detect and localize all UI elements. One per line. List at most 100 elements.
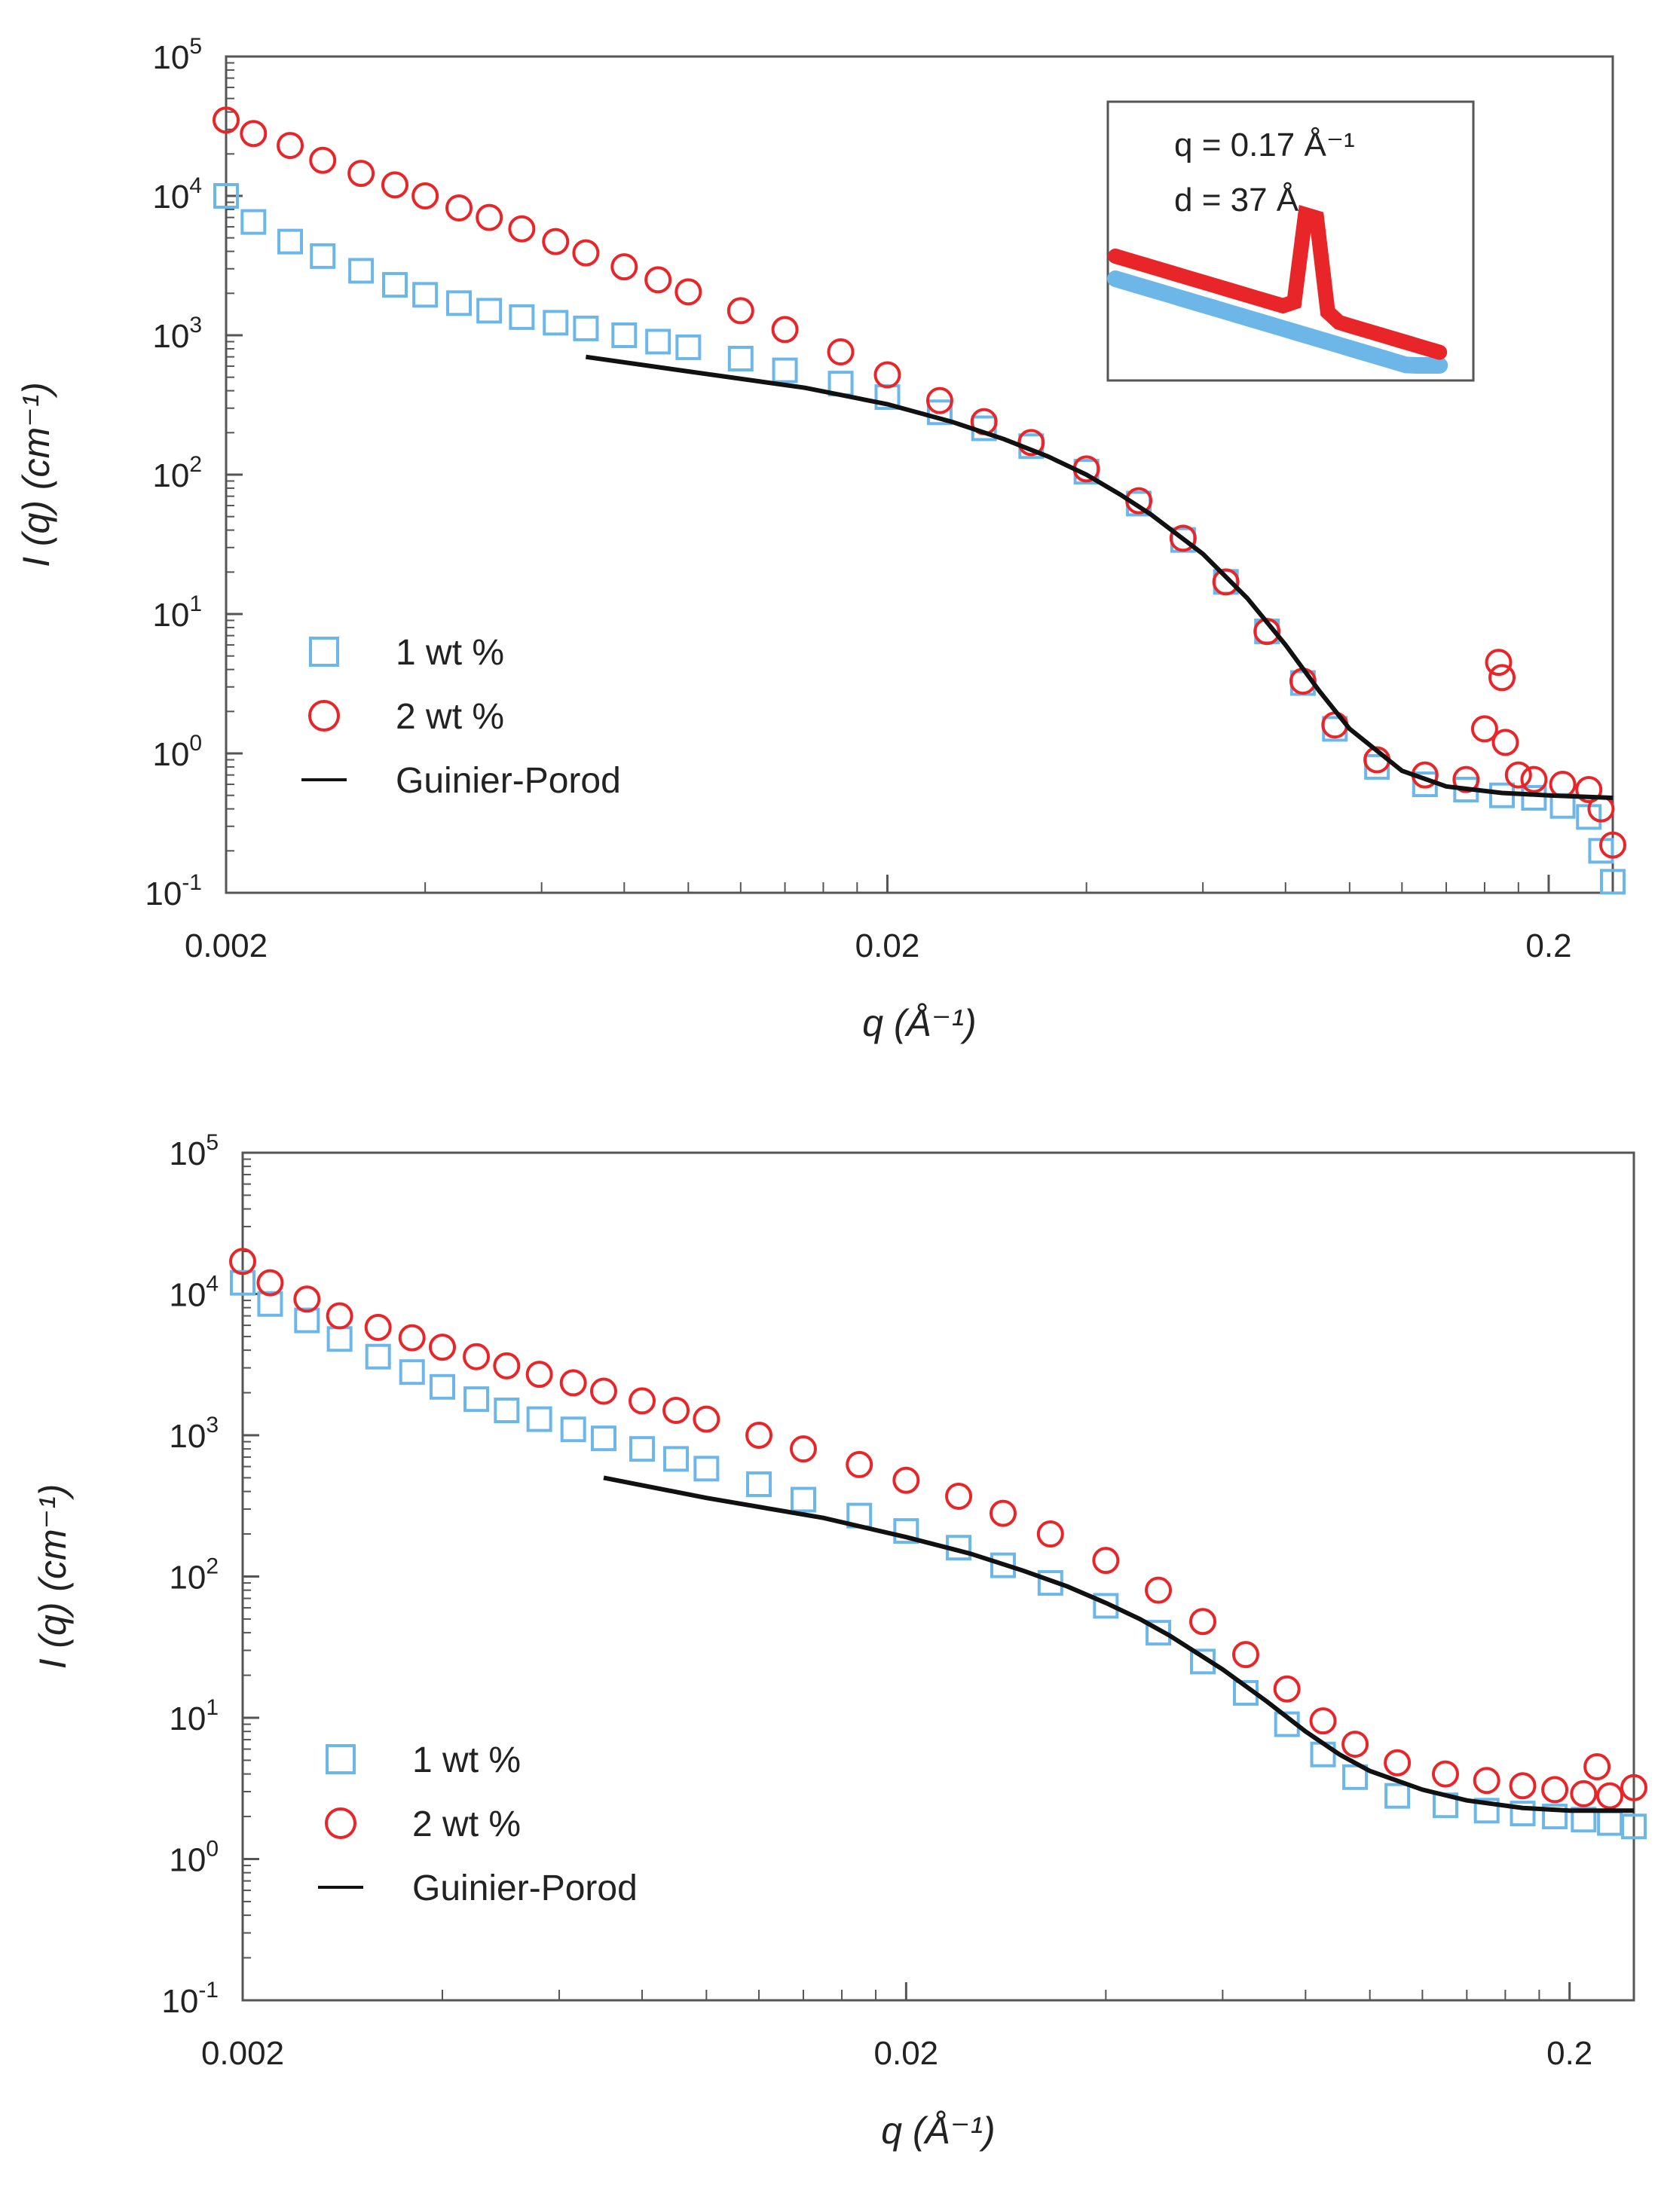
data-point-square — [1600, 869, 1626, 895]
legend-marker-square — [326, 1744, 356, 1774]
data-point-square — [365, 1343, 391, 1370]
legend-marker-circle — [308, 700, 340, 732]
y-tick-exponent: 0 — [206, 1837, 219, 1862]
y-tick-label: 101 — [169, 1695, 219, 1737]
data-point-square — [446, 290, 473, 316]
x-axis-title: q (Å⁻¹) — [881, 2110, 995, 2152]
data-point-square — [1621, 1813, 1647, 1840]
data-point-circle — [445, 194, 473, 222]
x-tick-label: 0.02 — [874, 2035, 939, 2072]
data-point-circle — [1583, 1753, 1611, 1781]
legend: 1 wt % 2 wt % Guinier-Porod — [318, 1740, 638, 1908]
y-tick-label: 102 — [152, 452, 202, 494]
data-point-square — [257, 1291, 283, 1317]
data-point-square — [560, 1416, 586, 1443]
data-point-square — [381, 272, 408, 298]
y-tick-base: 10 — [152, 179, 189, 215]
data-point-square — [790, 1486, 816, 1513]
data-point-square — [240, 209, 267, 235]
y-tick-base: 10 — [152, 597, 189, 634]
data-point-square — [476, 298, 503, 324]
data-point-square — [412, 282, 439, 308]
data-point-square — [1146, 1620, 1172, 1646]
data-point-circle — [1169, 524, 1197, 552]
y-tick-label: 10-1 — [161, 1978, 219, 2020]
y-tick-label: 101 — [152, 591, 202, 634]
data-point-circle — [508, 215, 536, 243]
y-tick-exponent: 5 — [206, 1130, 219, 1155]
y-axis-title: I (q) (cm⁻¹) — [15, 382, 57, 567]
data-point-circle — [364, 1313, 392, 1341]
data-point-circle — [347, 160, 375, 188]
data-point-circle — [925, 386, 953, 414]
data-point-circle — [846, 1450, 873, 1478]
data-point-square — [543, 310, 569, 336]
series-guinier-porod — [603, 1475, 1634, 1813]
data-point-circle — [1488, 664, 1516, 692]
data-point-circle — [1452, 765, 1480, 793]
data-point-circle — [429, 1334, 457, 1361]
data-point-square — [348, 258, 375, 284]
data-point-square — [990, 1552, 1016, 1578]
legend-label: Guinier-Porod — [396, 761, 621, 801]
x-axis-title: q (Å⁻¹) — [862, 1002, 976, 1044]
data-point-square — [399, 1359, 425, 1386]
data-point-circle — [525, 1361, 553, 1389]
data-point-circle — [559, 1369, 587, 1397]
data-point-circle — [572, 239, 600, 267]
y-tick-exponent: -1 — [198, 1978, 219, 2003]
data-point-circle — [1575, 776, 1603, 804]
data-point-circle — [293, 1285, 321, 1313]
data-point-square — [509, 304, 535, 330]
legend-marker-square — [309, 637, 339, 667]
data-point-square — [1510, 1801, 1536, 1827]
data-point-circle — [326, 1302, 353, 1330]
y-tick-label: 104 — [169, 1272, 219, 1314]
y-tick-base: 10 — [169, 1135, 206, 1172]
data-point-circle — [629, 1387, 656, 1415]
y-tick-base: 10 — [161, 1983, 198, 2020]
y-tick-exponent: 3 — [189, 313, 202, 338]
data-point-circle — [1570, 1780, 1598, 1807]
data-point-circle — [610, 253, 638, 281]
inset: q = 0.17 Å⁻¹ d = 37 Å — [1106, 100, 1475, 382]
y-tick-label: 103 — [169, 1413, 219, 1455]
data-point-circle — [873, 361, 901, 389]
data-point-square — [611, 322, 638, 348]
legend-label: 1 wt % — [412, 1740, 521, 1780]
data-point-circle — [644, 266, 672, 294]
data-point-circle — [745, 1422, 773, 1449]
data-point-square — [213, 183, 239, 209]
data-point-square — [310, 243, 336, 269]
data-point-square — [294, 1307, 320, 1334]
y-tick-exponent: 0 — [189, 731, 202, 756]
data-point-square — [746, 1471, 772, 1498]
y-tick-label: 100 — [152, 731, 202, 773]
data-point-square — [645, 328, 671, 355]
data-point-circle — [1309, 1707, 1337, 1735]
data-point-circle — [726, 297, 754, 325]
data-point-circle — [411, 182, 439, 209]
data-point-circle — [662, 1396, 690, 1424]
y-tick-exponent: 2 — [206, 1554, 219, 1579]
y-tick-base: 10 — [152, 736, 189, 773]
data-point-circle — [1491, 729, 1519, 756]
data-point-circle — [945, 1482, 973, 1510]
data-point-circle — [493, 1352, 521, 1379]
y-tick-base: 10 — [169, 1700, 206, 1737]
data-point-circle — [1470, 715, 1498, 743]
data-point-circle — [1599, 831, 1626, 859]
inset-annotation-d: d = 37 Å — [1174, 182, 1299, 218]
data-point-square — [430, 1373, 456, 1400]
data-point-square — [573, 315, 599, 341]
y-tick-base: 10 — [152, 318, 189, 355]
x-tick-label: 0.002 — [185, 927, 268, 964]
data-point-circle — [1145, 1576, 1173, 1604]
data-point-circle — [1092, 1547, 1120, 1575]
data-point-circle — [1036, 1520, 1064, 1548]
data-point-circle — [1541, 1776, 1569, 1804]
data-point-square — [629, 1436, 656, 1462]
data-point-square — [772, 357, 798, 383]
